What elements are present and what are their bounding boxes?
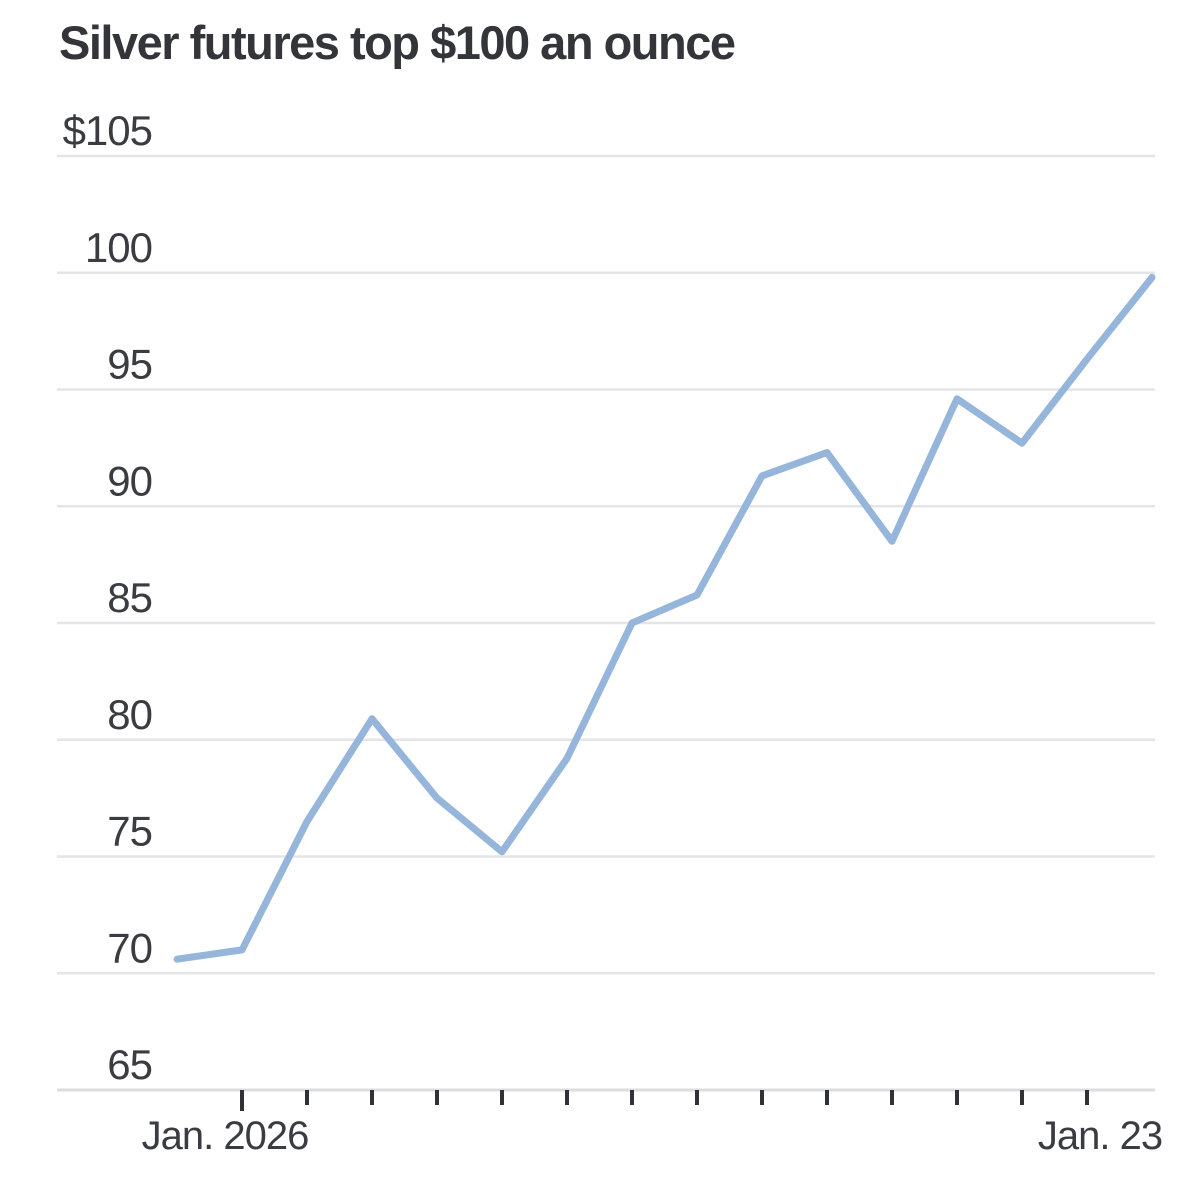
y-axis-tick-label: 85 xyxy=(107,574,152,621)
y-axis-tick-label: 65 xyxy=(107,1041,152,1088)
x-axis-label-start: Jan. 2026 xyxy=(142,1114,309,1158)
chart-title: Silver futures top $100 an ounce xyxy=(59,16,736,69)
y-axis-tick-label: $105 xyxy=(63,107,152,154)
x-axis-label-end: Jan. 23 xyxy=(1038,1114,1162,1158)
y-axis-tick-label: 75 xyxy=(107,808,152,855)
y-axis-tick-label: 95 xyxy=(107,341,152,388)
y-axis-tick-label: 100 xyxy=(85,224,152,271)
y-axis-tick-label: 90 xyxy=(107,457,152,504)
y-axis-tick-label: 80 xyxy=(107,691,152,738)
price-line xyxy=(173,273,1156,963)
y-axis-tick-label: 70 xyxy=(107,924,152,971)
